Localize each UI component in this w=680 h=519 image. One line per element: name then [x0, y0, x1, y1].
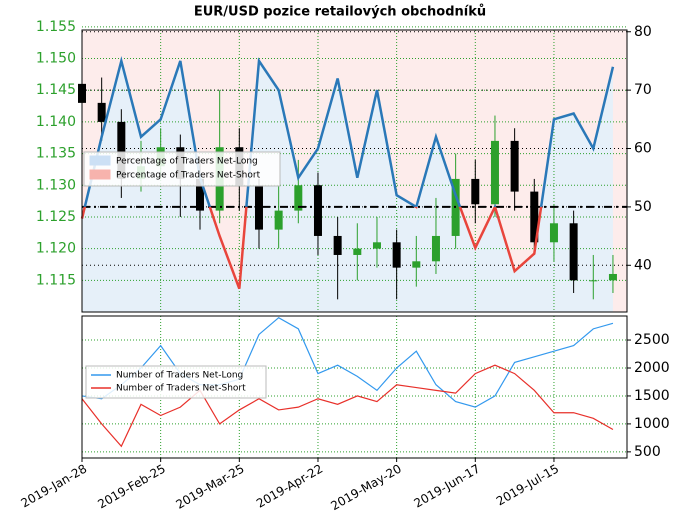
y-tick-label: 1.155	[36, 19, 76, 35]
x-tick-label: 2019-Feb-25	[95, 462, 168, 512]
y2-tick-label: 60	[634, 141, 652, 157]
y-tick-label: 1.120	[36, 241, 76, 257]
x-tick-label: 2019-Apr-22	[254, 462, 325, 511]
y2-tick-label: 80	[634, 24, 652, 40]
legend-swatch	[89, 169, 111, 180]
legend-label: Percentage of Traders Net-Short	[116, 171, 261, 181]
legend-box	[83, 151, 281, 187]
x-tick-label: 2019-Jul-15	[494, 462, 561, 509]
candle-body	[353, 248, 362, 255]
x-tick-label: 2019-May-20	[328, 462, 403, 514]
net-long-area	[82, 60, 613, 312]
net-short-line	[80, 206, 543, 290]
candle-body	[97, 102, 106, 122]
y-tick-label: 1.130	[36, 177, 76, 193]
candle-body	[608, 273, 617, 281]
legend-label: Number of Traders Net-Short	[116, 384, 246, 394]
candle-body	[392, 242, 401, 268]
x-tick-label: 2019-Jun-17	[412, 462, 483, 511]
candle-body	[333, 235, 342, 255]
candle-body	[510, 140, 519, 192]
candle-body	[274, 210, 283, 230]
y-tick-label: 1.140	[36, 114, 76, 130]
candle-body	[195, 178, 204, 211]
series-line	[81, 364, 614, 448]
y2-tick-label: 70	[634, 82, 652, 98]
x-tick-label: 2019-Mar-25	[173, 462, 246, 512]
y2-tick-label: 1500	[634, 388, 670, 404]
candle-body	[569, 223, 578, 281]
y2-tick-label: 2500	[634, 332, 670, 348]
candle-body	[471, 178, 480, 205]
candle-body	[549, 223, 558, 243]
y2-tick-label: 1000	[634, 416, 670, 432]
y-tick-label: 1.135	[36, 146, 76, 162]
y2-tick-label: 50	[634, 199, 652, 215]
candle-body	[412, 261, 421, 268]
panel-frame	[81, 315, 628, 459]
candle-body	[431, 235, 440, 262]
candle-body	[117, 121, 126, 179]
x-tick-label: 2019-Jan-28	[18, 462, 89, 511]
legend-label: Number of Traders Net-Long	[116, 371, 243, 381]
series-line	[81, 316, 614, 408]
panel-frame	[81, 29, 628, 313]
net-long-line	[83, 55, 615, 207]
candle-body	[372, 242, 381, 249]
y-tick-label: 1.125	[36, 209, 76, 225]
candle-body	[490, 140, 499, 205]
y-tick-label: 1.145	[36, 82, 76, 98]
legend-swatch	[89, 155, 111, 166]
chart-title: EUR/USD pozice retailových obchodníků	[194, 5, 486, 20]
candle-body	[530, 191, 539, 243]
y2-tick-label: 40	[634, 257, 652, 273]
candle-body	[294, 185, 303, 211]
candle-body	[589, 280, 598, 282]
y2-tick-label: 500	[634, 444, 661, 460]
candle-body	[254, 185, 263, 230]
legend-label: Percentage of Traders Net-Long	[116, 157, 258, 167]
y-tick-label: 1.115	[36, 272, 76, 288]
y2-tick-label: 2000	[634, 360, 670, 376]
y-tick-label: 1.150	[36, 51, 76, 67]
legend-box	[85, 365, 267, 399]
candle-body	[313, 185, 322, 236]
